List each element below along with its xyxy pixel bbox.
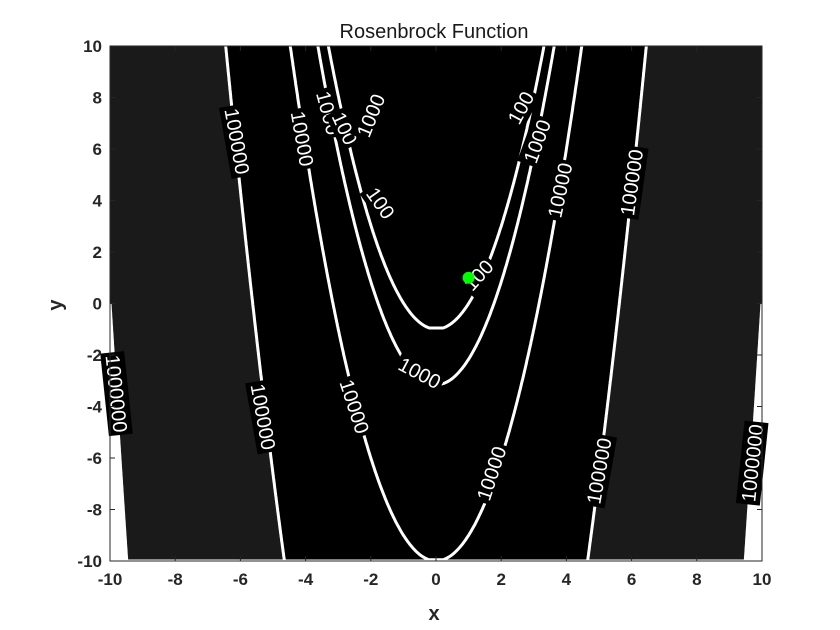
y-axis-ticks: -10 -8 -6 -4 -2 0 2 4 6 8 10 (77, 37, 762, 571)
y-tick-label: 8 (93, 89, 102, 108)
contour-label-bg (735, 420, 769, 506)
x-axis-label: x (428, 603, 439, 625)
minimum-marker (462, 271, 475, 284)
contour-label-bg (541, 157, 578, 223)
contour-label-bg (456, 252, 501, 298)
x-axis-ticks: -10 -8 -6 -4 -2 0 2 4 6 8 10 (98, 46, 772, 589)
y-tick-label: 6 (93, 140, 102, 159)
contour-label-bg (517, 113, 557, 169)
contour-label-bg (359, 180, 402, 226)
y-tick-label: -6 (87, 449, 102, 468)
contour-label-bg (325, 105, 364, 152)
x-tick-label: 6 (627, 570, 636, 589)
y-tick-label: 4 (93, 192, 103, 211)
y-tick-label: -10 (77, 552, 102, 571)
contour-label-bg (580, 433, 618, 509)
x-tick-label: -4 (298, 570, 314, 589)
x-tick-label: -8 (168, 570, 183, 589)
contour-label-bg (285, 106, 320, 171)
x-tick-label: 10 (753, 570, 772, 589)
contour-label-bg (350, 87, 392, 144)
contour-label-bg (100, 351, 133, 437)
inner-region (225, 46, 647, 561)
y-tick-label: -8 (87, 501, 102, 520)
y-tick-label: -4 (87, 398, 103, 417)
contour-label-group-16: 1000000 (735, 420, 769, 506)
y-tick-label: 10 (83, 37, 102, 56)
contour-label-bg (391, 350, 448, 396)
x-tick-label: -6 (233, 570, 248, 589)
contour-label-bg (333, 373, 376, 440)
contour-label-bg (470, 440, 513, 507)
chart-title: Rosenbrock Function (340, 21, 529, 43)
markers (462, 271, 475, 284)
y-tick-label: -2 (87, 346, 102, 365)
contour-label-bg (219, 103, 256, 179)
contour-label-bg (245, 379, 282, 455)
contour-label-bg (614, 145, 649, 220)
x-tick-label: -2 (363, 570, 378, 589)
x-tick-label: 2 (496, 570, 505, 589)
y-tick-label: 0 (93, 295, 102, 314)
contour-label-bg (501, 84, 541, 131)
x-tick-label: 4 (562, 570, 572, 589)
y-tick-label: 2 (93, 243, 102, 262)
contour-label-group-9: 100000 (614, 145, 649, 220)
y-axis-label: y (45, 299, 67, 311)
contour-regions (110, 46, 762, 561)
x-tick-label: 0 (431, 570, 440, 589)
x-tick-label: 8 (692, 570, 701, 589)
x-tick-label: -10 (98, 570, 123, 589)
